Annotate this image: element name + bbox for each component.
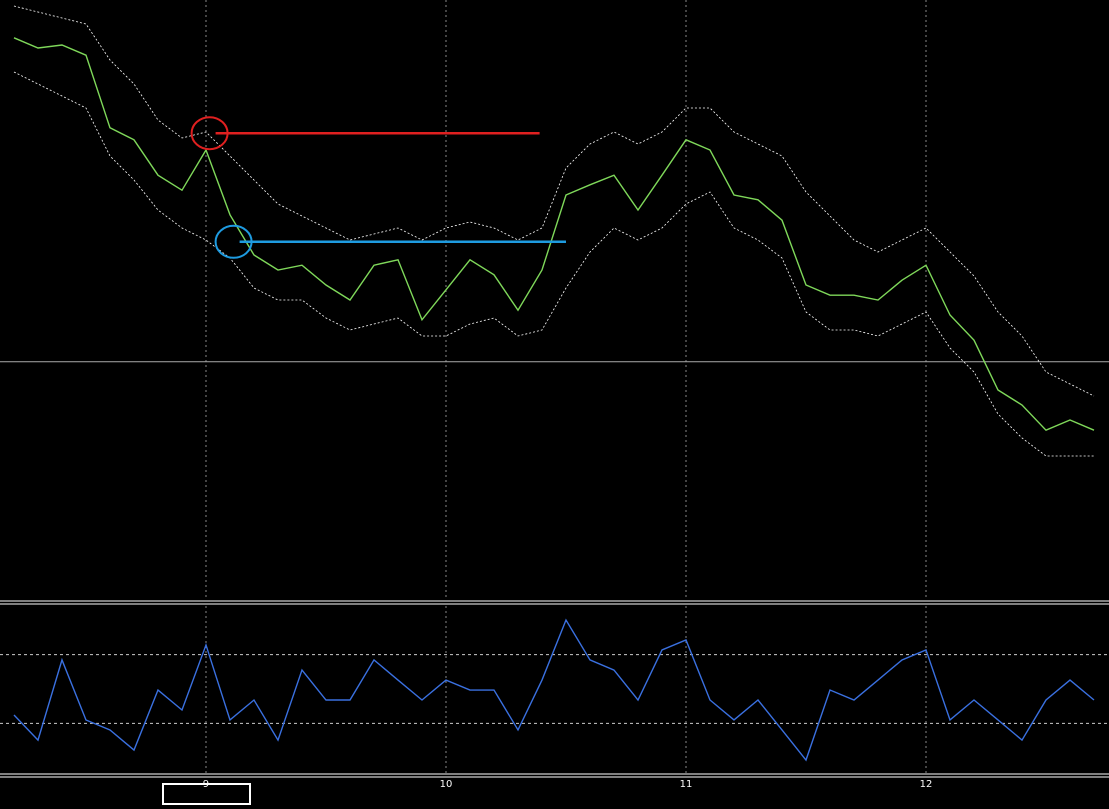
annotation-circle (190, 116, 229, 151)
highlight-box (162, 783, 251, 805)
series-line (13, 71, 1094, 457)
series-line (13, 618, 1095, 762)
x-tick-label: 10 (440, 779, 453, 790)
x-tick-label: 9 (203, 779, 209, 790)
series-line (13, 5, 1095, 397)
annotation-circle (214, 224, 253, 259)
x-tick-label: 12 (920, 779, 933, 790)
series-line (13, 37, 1095, 432)
x-tick-label: 11 (680, 779, 693, 790)
